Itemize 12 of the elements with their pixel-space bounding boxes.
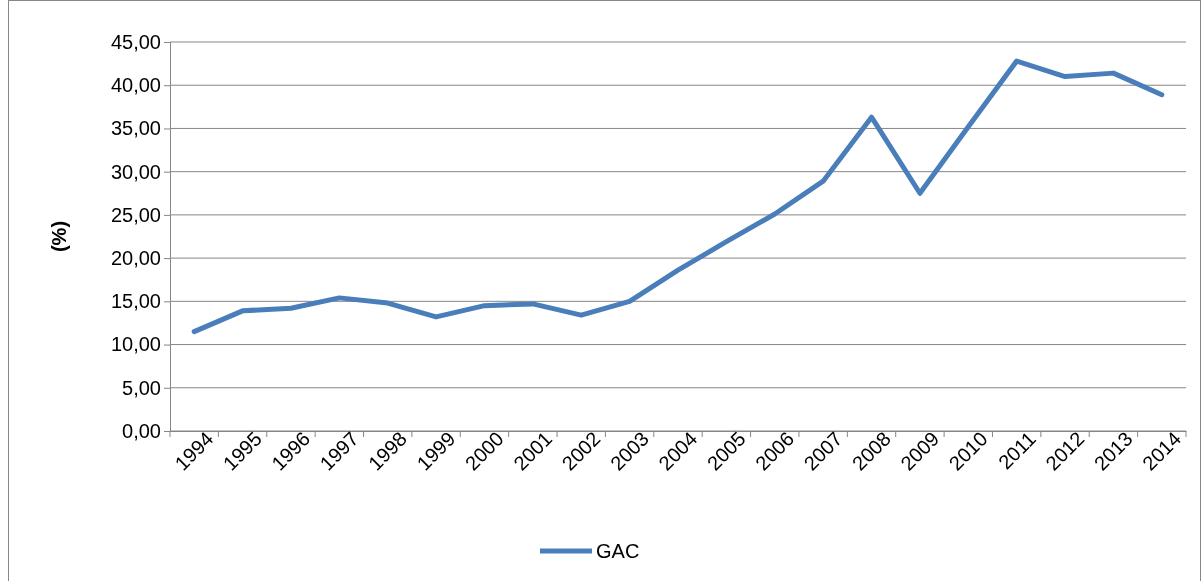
y-tick-label: 45,00 <box>110 30 161 53</box>
y-tick-label: 35,00 <box>110 117 161 140</box>
y-tick-label: 40,00 <box>110 74 161 97</box>
y-tick-label: 10,00 <box>110 333 161 356</box>
y-tick-label: 5,00 <box>122 376 161 399</box>
y-tick-label: 15,00 <box>110 290 161 313</box>
y-tick-label: 0,00 <box>122 419 161 442</box>
y-tick-label: 25,00 <box>110 203 161 226</box>
y-axis-title: (%) <box>48 220 70 253</box>
y-tick-label: 20,00 <box>110 247 161 270</box>
legend-label: GAC <box>596 540 640 562</box>
y-tick-label: 30,00 <box>110 160 161 183</box>
